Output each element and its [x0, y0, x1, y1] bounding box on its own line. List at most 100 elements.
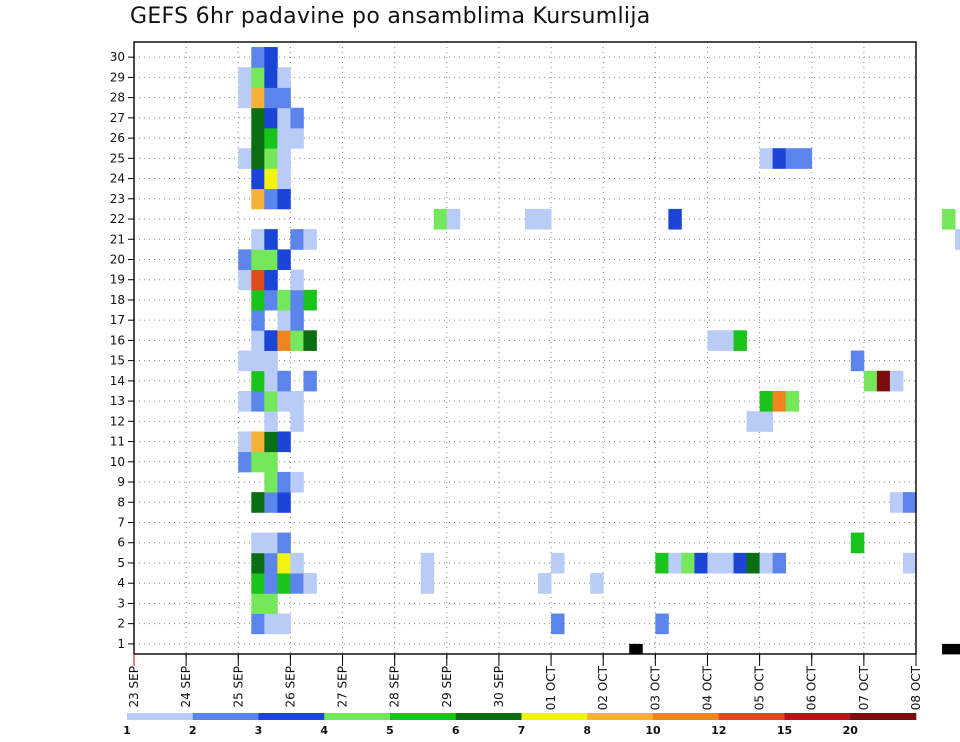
heatmap-cell	[655, 613, 669, 635]
x-tick-label: 25 SEP	[231, 666, 245, 708]
heatmap-cell	[290, 330, 304, 351]
heatmap-cell	[238, 350, 252, 372]
heatmap-cell	[290, 107, 304, 129]
heatmap-cell	[277, 390, 291, 412]
heatmap-cell	[772, 552, 787, 574]
y-tick-label: 23	[110, 192, 125, 206]
y-tick-label: 12	[110, 414, 125, 428]
heatmap-cell	[264, 411, 278, 432]
heatmap-cell	[251, 229, 265, 250]
heatmap-cell	[264, 552, 278, 574]
heatmap-cell	[238, 87, 252, 109]
heatmap-cell	[785, 148, 800, 169]
legend-label: 5	[386, 724, 394, 737]
heatmap-cell	[277, 330, 291, 351]
heatmap-cell	[251, 47, 265, 68]
heatmap-cell	[277, 573, 291, 594]
heatmap-cell	[290, 552, 304, 574]
heatmap-cell	[251, 127, 265, 149]
heatmap-cell	[746, 552, 760, 574]
x-tick-label: 23 SEP	[127, 666, 141, 708]
x-tick-label: 26 SEP	[283, 666, 297, 708]
legend-label: 12	[711, 724, 726, 737]
heatmap-cell	[264, 87, 278, 109]
x-tick-label: 24 SEP	[179, 666, 193, 708]
heatmap-cell	[238, 269, 252, 291]
legend-swatch	[455, 713, 522, 720]
legend-swatch	[653, 713, 720, 720]
y-tick-label: 17	[110, 313, 125, 327]
heatmap-cell	[290, 289, 304, 311]
heatmap-cell	[290, 573, 304, 594]
y-tick-label: 5	[117, 556, 125, 570]
heatmap-cell	[264, 330, 278, 351]
heatmap-cell	[290, 471, 304, 493]
heatmap-cell	[251, 310, 265, 331]
heatmap-cell	[785, 390, 800, 412]
heatmap-cell	[538, 573, 552, 594]
x-tick-label: 30 SEP	[492, 666, 506, 708]
heatmap-cell	[277, 249, 291, 271]
heatmap-cell	[251, 390, 265, 412]
heatmap-cell	[251, 330, 265, 351]
legend-swatch	[587, 713, 654, 720]
heatmap-cell	[251, 289, 265, 311]
heatmap-cell	[238, 451, 252, 473]
heatmap-cell	[290, 127, 304, 149]
x-tick-label: 01 OCT	[544, 665, 558, 710]
chart-title: GEFS 6hr padavine po ansamblima Kursumli…	[130, 4, 651, 29]
legend-label: 2	[189, 724, 197, 737]
heatmap-cell	[277, 148, 291, 169]
heatmap-cell	[290, 411, 304, 432]
y-tick-label: 22	[110, 212, 125, 226]
heatmap-cell	[277, 127, 291, 149]
heatmap-cell	[264, 350, 278, 372]
legend-label: 20	[843, 724, 859, 737]
heatmap-cell	[759, 411, 774, 432]
heatmap-cell	[264, 471, 278, 493]
heatmap-cell	[251, 431, 265, 453]
y-tick-label: 9	[117, 475, 125, 489]
plot-frame	[133, 41, 917, 655]
legend-swatch	[850, 713, 917, 720]
heatmap-cell	[303, 289, 317, 311]
heatmap-cell	[251, 350, 265, 372]
heatmap-cell	[264, 532, 278, 554]
heatmap-cell	[798, 148, 813, 169]
heatmap-cell	[277, 471, 291, 493]
x-tick-label: 29 SEP	[440, 666, 454, 708]
x-tick-label: 28 SEP	[388, 666, 402, 708]
heatmap-cell	[303, 229, 317, 250]
heatmap-cell	[551, 613, 565, 635]
heatmap-cell	[420, 573, 435, 594]
heatmap-cell	[850, 350, 865, 372]
heatmap-cell	[264, 370, 278, 392]
heatmap-cell	[655, 552, 669, 574]
y-tick-label: 19	[110, 273, 125, 287]
heatmap-cell	[277, 492, 291, 513]
heatmap-cell	[876, 370, 891, 392]
heatmap-cell	[277, 613, 291, 635]
heatmap-cell	[707, 330, 721, 351]
heatmap-cell	[277, 289, 291, 311]
heatmap-cell	[889, 370, 904, 392]
legend-swatch	[324, 713, 391, 720]
heatmap-cell	[759, 390, 774, 412]
y-tick-label: 11	[110, 435, 125, 449]
heatmap-cell	[251, 107, 265, 129]
heatmap-cell	[264, 188, 278, 210]
y-tick-label: 14	[110, 374, 125, 388]
heatmap-cell	[238, 148, 252, 169]
y-tick-label: 8	[117, 495, 125, 509]
heatmap-cell	[251, 148, 265, 169]
x-tick-label: 04 OCT	[700, 665, 714, 710]
heatmap-cell	[772, 390, 787, 412]
legend-label: 10	[645, 724, 661, 737]
legend-swatch	[390, 713, 457, 720]
heatmap-cell	[955, 643, 960, 655]
heatmap-cell	[902, 492, 917, 513]
y-tick-label: 15	[110, 354, 125, 368]
heatmap-cell	[251, 532, 265, 554]
heatmap-cell	[238, 249, 252, 271]
legend-swatch	[127, 713, 194, 720]
